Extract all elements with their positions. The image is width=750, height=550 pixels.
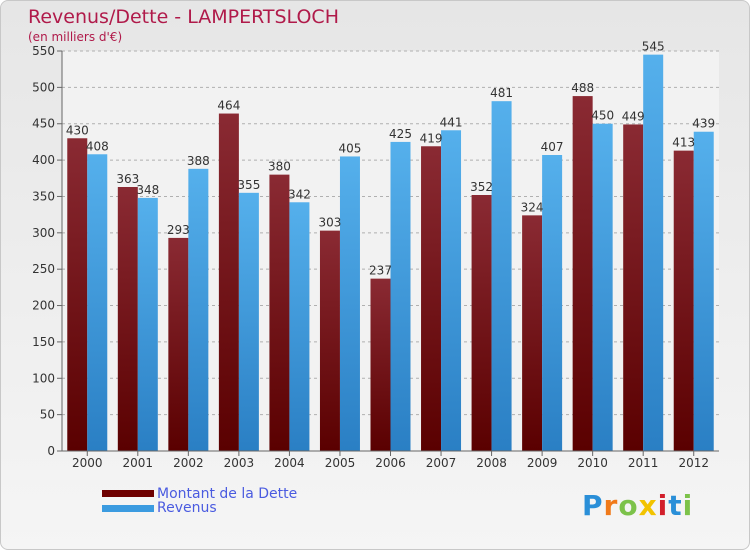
data-label-dette: 380 — [268, 160, 291, 174]
x-tick-label: 2003 — [224, 456, 255, 470]
bar-dette — [572, 96, 593, 451]
data-label-dette: 464 — [217, 99, 240, 113]
bar-revenus — [289, 202, 310, 451]
y-tick-label: 300 — [32, 226, 55, 240]
y-tick-label: 250 — [32, 262, 55, 276]
x-tick-label: 2002 — [173, 456, 204, 470]
bar-dette — [370, 278, 391, 451]
bar-revenus — [137, 197, 158, 451]
x-tick-label: 2009 — [527, 456, 558, 470]
bar-revenus — [441, 130, 462, 452]
data-label-revenus: 342 — [288, 187, 311, 201]
bar-revenus — [491, 101, 512, 451]
data-label-revenus: 408 — [86, 139, 109, 153]
bar-dette — [623, 124, 644, 452]
bar-revenus — [87, 154, 108, 452]
bar-dette — [522, 215, 543, 451]
legend-label-debt: Montant de la Dette — [157, 486, 298, 502]
bar-dette — [117, 187, 138, 451]
logo-letter: r — [603, 489, 619, 522]
data-label-dette: 324 — [521, 200, 544, 214]
data-label-revenus: 407 — [541, 140, 564, 154]
bar-revenus — [592, 123, 613, 452]
legend-swatch-revenus — [102, 505, 154, 512]
y-tick-label: 150 — [32, 335, 55, 349]
x-tick-label: 2004 — [274, 456, 305, 470]
y-tick-label: 400 — [32, 153, 55, 167]
data-label-dette: 488 — [571, 81, 594, 95]
y-tick-label: 450 — [32, 117, 55, 131]
bar-revenus — [542, 155, 563, 451]
x-tick-label: 2001 — [123, 456, 154, 470]
x-tick-label: 2006 — [375, 456, 406, 470]
data-label-dette: 413 — [672, 136, 695, 150]
x-tick-label: 2007 — [426, 456, 457, 470]
data-label-revenus: 450 — [591, 109, 614, 123]
x-tick-label: 2011 — [628, 456, 659, 470]
data-label-dette: 363 — [116, 172, 139, 186]
y-tick-label: 50 — [40, 408, 55, 422]
bar-revenus — [693, 131, 714, 451]
logo-letter: i — [657, 489, 669, 522]
logo-letter: o — [618, 489, 639, 522]
data-label-revenus: 545 — [642, 40, 665, 54]
x-tick-label: 2008 — [476, 456, 507, 470]
legend-label-revenus: Revenus — [157, 500, 217, 516]
y-tick-label: 200 — [32, 299, 55, 313]
bar-revenus — [643, 54, 664, 452]
data-label-dette: 237 — [369, 264, 392, 278]
logo-letter: i — [682, 489, 694, 522]
data-label-revenus: 348 — [136, 183, 159, 197]
bar-dette — [218, 113, 239, 451]
data-label-revenus: 439 — [692, 117, 715, 131]
bar-revenus — [238, 192, 259, 451]
chart-subtitle: (en milliers d'€) — [28, 30, 123, 44]
logo-letter: x — [638, 489, 658, 522]
proxiti-logo: Proxiti — [582, 489, 693, 522]
chart-title: Revenus/Dette - LAMPERTSLOCH — [28, 6, 339, 28]
data-label-revenus: 355 — [237, 178, 260, 192]
x-tick-label: 2012 — [678, 456, 709, 470]
bar-dette — [168, 237, 189, 451]
bar-dette — [673, 150, 694, 452]
y-tick-label: 350 — [32, 189, 55, 203]
data-label-revenus: 388 — [187, 154, 210, 168]
data-label-dette: 430 — [66, 123, 89, 137]
y-tick-label: 0 — [47, 444, 55, 458]
bar-dette — [269, 174, 290, 452]
y-tick-label: 550 — [32, 44, 55, 58]
logo-letter: t — [668, 489, 683, 522]
bar-dette — [67, 138, 88, 452]
bar-dette — [471, 195, 492, 451]
y-tick-label: 500 — [32, 80, 55, 94]
bar-dette — [319, 230, 340, 451]
logo-letter: P — [582, 489, 604, 522]
data-label-dette: 303 — [319, 216, 342, 230]
x-tick-label: 2000 — [72, 456, 103, 470]
data-label-dette: 293 — [167, 223, 190, 237]
data-label-revenus: 481 — [490, 86, 513, 100]
data-label-dette: 352 — [470, 180, 493, 194]
data-label-revenus: 441 — [440, 115, 463, 129]
x-tick-label: 2010 — [577, 456, 608, 470]
legend-swatch-debt — [102, 490, 154, 497]
y-tick-label: 100 — [32, 371, 55, 385]
data-label-dette: 419 — [420, 131, 443, 145]
bar-revenus — [390, 141, 411, 451]
bar-dette — [421, 146, 442, 452]
bar-revenus — [339, 156, 360, 452]
bar-revenus — [188, 168, 209, 451]
data-label-revenus: 425 — [389, 127, 412, 141]
data-label-revenus: 405 — [339, 141, 362, 155]
data-label-dette: 449 — [622, 109, 645, 123]
x-tick-label: 2005 — [325, 456, 356, 470]
